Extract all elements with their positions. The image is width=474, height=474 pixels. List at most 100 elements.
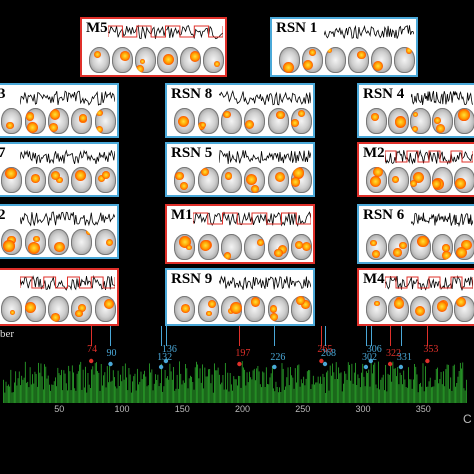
brain-slice <box>279 47 300 73</box>
component-bar <box>205 376 207 403</box>
brain-slice <box>1 167 23 193</box>
panel-label: RSN 1 <box>276 20 318 36</box>
component-marker-dot <box>237 361 242 367</box>
activation-blob <box>54 241 65 253</box>
activation-blob <box>93 51 102 59</box>
activation-blob <box>294 241 303 250</box>
brain-slice <box>453 296 474 322</box>
component-bar <box>251 379 253 403</box>
component-bar <box>100 364 102 403</box>
activation-blob <box>32 235 40 243</box>
component-bar <box>362 363 364 403</box>
component-bar <box>157 374 159 403</box>
connector-line <box>370 326 372 346</box>
activation-blob <box>411 126 418 133</box>
component-bar <box>224 363 226 403</box>
component-bar <box>402 384 403 403</box>
component-bar <box>334 379 336 403</box>
component-bar <box>168 379 170 403</box>
component-bar <box>46 378 48 403</box>
component-bar <box>55 377 56 403</box>
component-bar <box>49 384 50 403</box>
component-bar <box>33 383 35 403</box>
component-bar <box>4 392 6 403</box>
component-bar <box>425 366 426 403</box>
component-bar <box>403 370 405 403</box>
component-bar <box>392 361 394 403</box>
component-bar <box>64 373 66 403</box>
component-bar <box>422 363 424 403</box>
component-bar <box>187 388 189 403</box>
component-bar <box>112 370 114 403</box>
component-bar <box>99 390 101 403</box>
component-bar <box>335 362 337 403</box>
component-bar <box>240 387 242 403</box>
component-bar <box>347 362 349 403</box>
component-bar <box>145 376 147 403</box>
connector-line <box>274 326 276 346</box>
activation-blob <box>250 184 259 193</box>
component-bar <box>255 380 256 403</box>
component-bar <box>239 376 241 403</box>
component-bar <box>206 376 208 403</box>
component-bar <box>250 377 252 403</box>
component-bar <box>182 380 184 403</box>
connector-line <box>110 326 112 346</box>
brain-slice <box>197 234 219 260</box>
component-bar <box>221 382 223 403</box>
brain-slice <box>290 234 312 260</box>
component-bar <box>185 364 186 403</box>
component-bar <box>396 376 397 403</box>
activation-blob <box>369 175 382 188</box>
component-bar <box>327 370 329 403</box>
activation-blob <box>175 171 184 181</box>
component-bar <box>140 371 142 403</box>
brain-slice <box>409 234 431 260</box>
component-bar <box>228 391 230 403</box>
brain-slice <box>220 296 242 322</box>
panel-m1: M1 <box>165 204 315 264</box>
component-bar <box>124 363 126 403</box>
component-bar <box>315 382 317 403</box>
component-bar <box>298 364 300 403</box>
component-bar <box>282 368 284 403</box>
activation-blob <box>78 113 88 123</box>
panel-p_red <box>0 268 119 326</box>
component-bar <box>404 379 406 403</box>
activation-blob <box>392 176 399 183</box>
component-bar <box>58 373 60 403</box>
component-bar <box>203 388 205 403</box>
component-bar <box>418 384 420 403</box>
component-bar <box>17 378 19 403</box>
activation-blob <box>78 303 87 313</box>
component-bar <box>42 389 44 403</box>
component-bar <box>379 389 381 403</box>
component-bar <box>297 365 299 403</box>
brain-slice <box>453 108 474 134</box>
timecourse-wave <box>20 274 115 291</box>
connector-line <box>321 326 323 346</box>
component-bar <box>190 375 191 403</box>
activation-blob <box>436 123 446 134</box>
activation-blob <box>393 248 402 257</box>
component-bar <box>420 382 421 403</box>
component-bar <box>56 386 58 403</box>
component-bar <box>265 367 267 403</box>
component-bar <box>305 378 307 403</box>
activation-blob <box>292 167 304 179</box>
component-bar <box>170 371 172 403</box>
component-bar <box>87 373 89 403</box>
component-bar <box>108 382 109 403</box>
brain-slice <box>48 229 69 255</box>
connector-line <box>400 326 402 346</box>
component-marker-dot <box>425 358 430 364</box>
component-bar <box>252 370 254 403</box>
component-bar <box>378 361 379 403</box>
activation-blob <box>51 313 60 322</box>
component-bar <box>158 386 160 403</box>
axis-left-label: ber <box>0 328 15 340</box>
component-bar <box>103 375 105 403</box>
activation-blob <box>97 174 105 182</box>
component-bar <box>353 372 355 403</box>
component-bar <box>83 387 85 403</box>
